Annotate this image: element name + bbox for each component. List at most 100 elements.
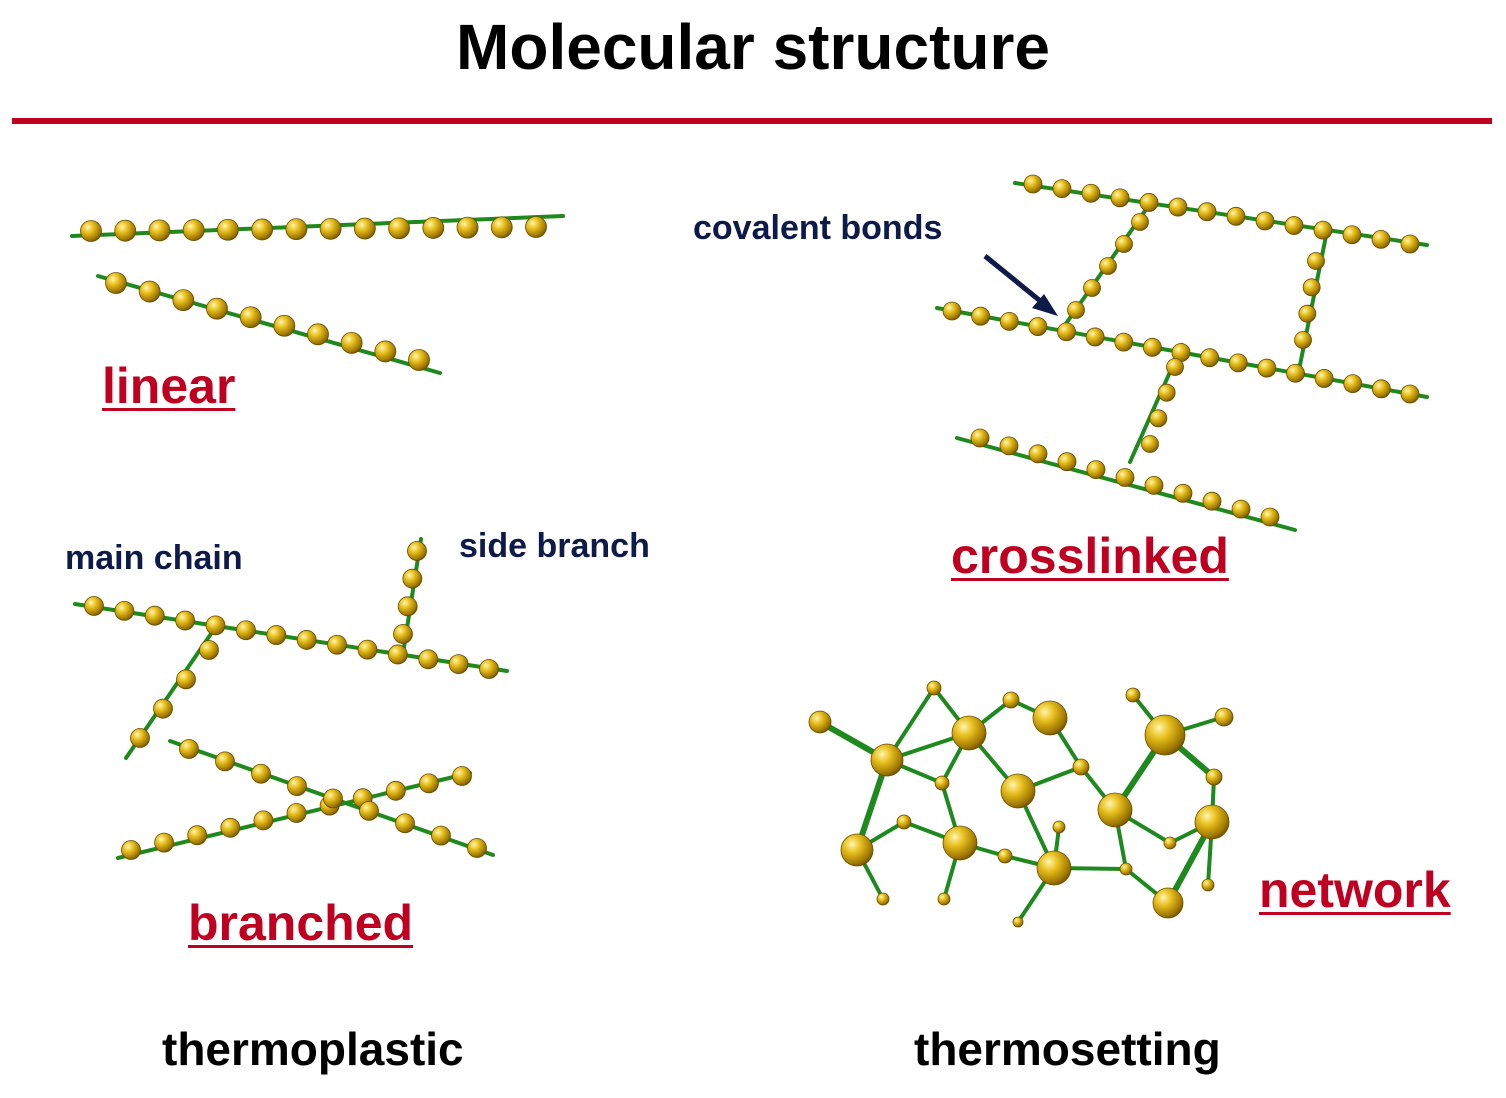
network-label: network bbox=[1259, 862, 1451, 918]
crosslinked-chain-3-bead bbox=[1028, 444, 1048, 464]
thermosetting-label: thermosetting bbox=[914, 1023, 1221, 1075]
crosslinked-chain-1-bead bbox=[1081, 183, 1101, 203]
crosslinked-chain-2-bead bbox=[1257, 358, 1277, 378]
crosslink-3-bead bbox=[1149, 409, 1168, 428]
crosslinked-chain-2-bead bbox=[1114, 332, 1134, 352]
linear-chain-1-bead bbox=[114, 219, 137, 242]
network-node bbox=[840, 833, 874, 867]
crosslink-3-bead bbox=[1166, 358, 1184, 376]
branched-lower-chain-1-bead bbox=[385, 780, 406, 801]
crosslinked-chain-2-bead bbox=[1142, 337, 1162, 357]
branched-main-chain-bead bbox=[418, 649, 439, 670]
linear-chain-1-bead bbox=[422, 217, 445, 239]
side-branch-bead bbox=[407, 541, 427, 561]
crosslinked-chain-3-bead bbox=[1202, 491, 1222, 511]
crosslinked-chain-2-bead bbox=[1400, 384, 1420, 404]
crosslink-1-bead bbox=[1067, 301, 1085, 319]
linear-chain-2-bead bbox=[408, 349, 430, 371]
crosslink-1-bead bbox=[1131, 213, 1149, 231]
crosslink-2-bead bbox=[1294, 331, 1312, 349]
crosslink-3-bead bbox=[1141, 435, 1159, 453]
covalent-bonds-annotation: covalent bonds bbox=[693, 209, 943, 247]
linear-chain-1-bead bbox=[80, 220, 102, 242]
branched-main-chain-bead bbox=[114, 600, 135, 621]
network-node-small bbox=[1201, 878, 1215, 892]
branched-main-chain-bead bbox=[236, 620, 256, 641]
network-node bbox=[951, 715, 987, 751]
beads-layer bbox=[80, 174, 1420, 928]
crosslinked-chain-2-bead bbox=[1200, 348, 1220, 368]
crosslinked-chain-3-bead bbox=[1057, 452, 1077, 472]
crosslinked-chain-2-bead bbox=[971, 306, 991, 326]
branched-main-chain-bead bbox=[84, 596, 104, 616]
linear-chain-2-bead bbox=[340, 331, 363, 354]
crosslinked-chain-3-bead bbox=[1086, 460, 1106, 480]
crosslinked-chain-1-bead bbox=[1313, 220, 1333, 240]
network-node-small bbox=[934, 775, 950, 791]
linear-chain-1-bead bbox=[182, 219, 205, 241]
network-node bbox=[1036, 850, 1072, 886]
crosslinked-chain-2-bead bbox=[1085, 327, 1105, 347]
crosslinked-chain-1-bead bbox=[1110, 188, 1130, 208]
branched-main-chain-bead bbox=[296, 630, 317, 650]
branched-lower-chain-2-bead bbox=[215, 751, 235, 772]
network-node bbox=[1194, 804, 1230, 840]
network-node bbox=[1032, 700, 1068, 736]
branched-main-chain-bead bbox=[387, 644, 408, 665]
crosslink-3-bead bbox=[1157, 383, 1176, 402]
side-branch-bead bbox=[402, 568, 423, 589]
linear-chain-2-bead bbox=[138, 280, 161, 303]
network-node-small bbox=[1125, 687, 1141, 703]
linear-chain-1-bead bbox=[388, 217, 410, 240]
crosslinked-chain-2-bead bbox=[1314, 369, 1334, 388]
branched-main-chain-bead bbox=[327, 634, 347, 655]
linear-chain-1-backbone bbox=[70, 214, 565, 238]
crosslink-2-bead bbox=[1298, 304, 1317, 323]
crosslinked-chain-1-bead bbox=[1226, 206, 1246, 226]
crosslinked-chain-1-bead bbox=[1284, 216, 1304, 235]
crosslinked-chain-1-bead bbox=[1197, 202, 1217, 222]
crosslinked-chain-1-bead bbox=[1255, 211, 1275, 231]
network-node-small bbox=[876, 892, 890, 906]
crosslinked-chain-3-bead bbox=[1231, 499, 1251, 519]
branched-main-chain-bead bbox=[205, 615, 226, 636]
linear-chain-1-bead bbox=[285, 218, 308, 241]
crosslinked-chain-3-bead bbox=[1173, 483, 1193, 503]
page-title: Molecular structure bbox=[456, 11, 1050, 83]
network-node bbox=[1152, 887, 1184, 919]
main-chain-annotation: main chain bbox=[65, 539, 243, 577]
crosslinked-chain-1-bead bbox=[1342, 225, 1362, 245]
thermoplastic-label: thermoplastic bbox=[162, 1023, 464, 1075]
branched-lower-chain-2-bead bbox=[251, 763, 271, 784]
crosslinked-chain-2-bead bbox=[1286, 363, 1305, 383]
linear-chain-1-bead bbox=[490, 216, 513, 239]
network-node-small bbox=[926, 680, 942, 696]
branched-main-chain-bead bbox=[448, 654, 469, 675]
crosslinked-chain-2-bead bbox=[942, 301, 962, 321]
branched-lower-chain-1-bead bbox=[452, 766, 472, 786]
linear-label: linear bbox=[102, 358, 236, 414]
network-node-small bbox=[1119, 862, 1133, 876]
network-node-small bbox=[1012, 916, 1024, 928]
crosslinked-chain-3-bead bbox=[1115, 468, 1135, 487]
linear-chain-1-bead bbox=[456, 216, 479, 239]
linear-chain-1-bead bbox=[148, 219, 171, 242]
linear-chain-1-bead bbox=[217, 218, 239, 241]
network-node-small bbox=[1052, 820, 1066, 834]
network-node-small bbox=[896, 814, 912, 830]
crosslinked-chain-3-bead bbox=[999, 436, 1019, 456]
crosslink-2-bead bbox=[1307, 252, 1325, 270]
branched-lower-chain-1-bead bbox=[121, 840, 141, 860]
network-node bbox=[870, 743, 904, 777]
branched-label: branched bbox=[188, 895, 414, 951]
branched-lower-chain-1-bead bbox=[220, 817, 241, 838]
branched-main-chain-bead bbox=[175, 610, 196, 631]
branched-link-bead bbox=[153, 698, 173, 719]
crosslinked-chain-1-bead bbox=[1052, 179, 1072, 199]
linear-chain-2-bead bbox=[273, 314, 296, 337]
branched-main-chain-bead bbox=[357, 639, 378, 660]
crosslinked-chain-2-bead bbox=[1371, 379, 1391, 399]
crosslinked-chain-1-backbone bbox=[1013, 181, 1429, 247]
network-node-small bbox=[1072, 758, 1090, 776]
branched-link-bead bbox=[199, 640, 219, 660]
